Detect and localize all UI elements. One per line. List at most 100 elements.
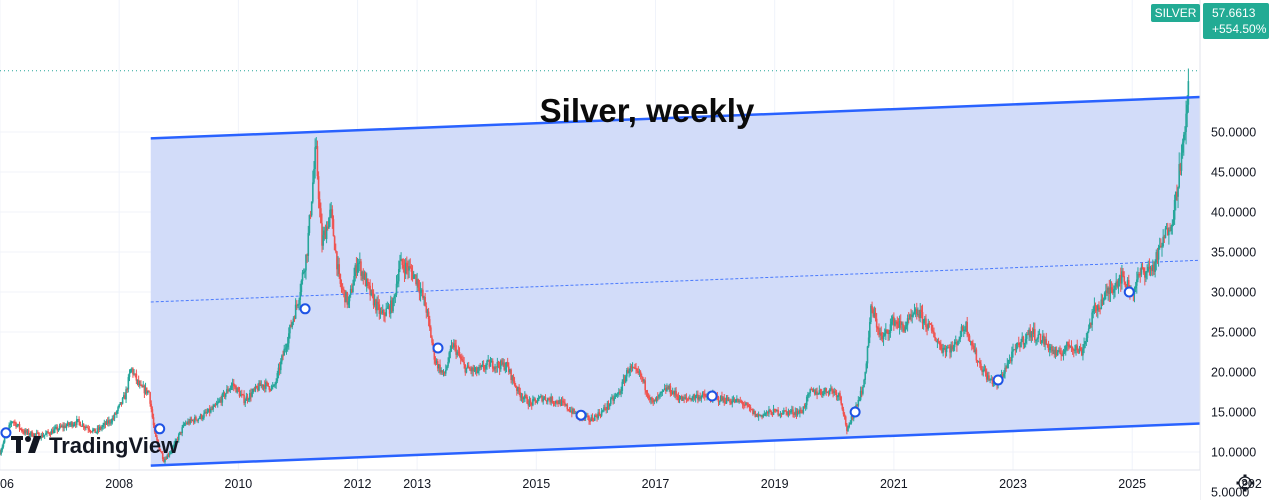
candle (482, 360, 485, 372)
candle (683, 394, 685, 404)
candle (381, 304, 384, 315)
event-marker[interactable] (154, 423, 166, 435)
candle (591, 413, 594, 422)
candle (118, 404, 120, 409)
event-markers (0, 286, 1135, 439)
candle (281, 354, 283, 365)
candle (513, 377, 516, 387)
candle (422, 281, 424, 300)
candle (984, 365, 987, 377)
candle (1109, 279, 1112, 302)
settings-icon[interactable] (1236, 474, 1254, 492)
candle (144, 382, 147, 395)
candle (721, 391, 723, 402)
candle (31, 430, 33, 437)
candle (598, 409, 601, 417)
candle (1006, 358, 1009, 369)
price-tick-label: 40.0000 (1211, 206, 1256, 220)
candle (339, 273, 342, 287)
candle (245, 392, 248, 401)
candle (832, 388, 834, 398)
candle (466, 362, 469, 369)
candle (292, 316, 295, 326)
candle (135, 369, 138, 385)
candle (1053, 346, 1056, 358)
candle (565, 403, 567, 407)
candle (840, 395, 842, 406)
candle (983, 364, 986, 372)
candle (778, 413, 781, 417)
candle (921, 304, 924, 330)
candle (1187, 68, 1190, 113)
candle (624, 374, 627, 384)
candle (692, 393, 695, 403)
candle (355, 256, 358, 279)
candle (467, 361, 470, 369)
event-marker[interactable] (432, 342, 444, 354)
candle (564, 399, 566, 408)
price-axis[interactable]: 50.0000 45.0000 40.0000 35.0000 30.0000 25.00… (1199, 0, 1280, 500)
event-marker[interactable] (0, 427, 12, 439)
candle (277, 363, 280, 379)
event-marker[interactable] (575, 409, 587, 421)
candle (1182, 131, 1185, 156)
event-marker[interactable] (706, 390, 718, 402)
candle (1153, 261, 1155, 275)
candle (1078, 345, 1081, 354)
candle (1168, 227, 1170, 245)
candle (246, 393, 249, 404)
candle (605, 406, 608, 414)
candle (417, 278, 420, 292)
candle (1021, 332, 1024, 343)
candle (824, 387, 826, 395)
candle (589, 418, 591, 425)
candle (289, 324, 291, 339)
candle (557, 400, 559, 408)
candle (345, 290, 347, 303)
candle (616, 392, 619, 398)
channel-upper-line[interactable] (150, 95, 1207, 140)
channel-lower-line[interactable] (150, 421, 1207, 467)
candle (834, 388, 837, 395)
candle (275, 378, 277, 389)
event-marker[interactable] (1123, 286, 1135, 298)
candle (336, 251, 338, 276)
candle (1047, 340, 1050, 353)
candle (299, 283, 302, 308)
time-tick-label: 2017 (642, 477, 670, 491)
candle (453, 339, 455, 350)
candle (936, 338, 939, 349)
candle (927, 318, 930, 331)
candle (125, 386, 127, 404)
candle (198, 416, 201, 420)
event-marker[interactable] (992, 374, 1004, 386)
candle (910, 308, 912, 322)
candle (1012, 343, 1014, 358)
candle (1148, 258, 1151, 276)
candle (1015, 342, 1018, 353)
candle (858, 396, 861, 402)
candle (503, 359, 506, 372)
candle (35, 429, 38, 438)
event-marker[interactable] (299, 303, 311, 315)
candle (628, 368, 630, 378)
tradingview-logo[interactable]: TradingView (11, 433, 179, 458)
candle (239, 390, 242, 397)
candle (663, 383, 666, 391)
candle (356, 257, 359, 276)
time-axis[interactable]: 06 2008 2010 2012 2013 2015 2017 2019 2021 2023 20… (0, 469, 1262, 500)
candle (79, 421, 82, 427)
candle (133, 369, 135, 376)
candle (554, 400, 557, 407)
candle (1105, 283, 1107, 300)
candle (926, 324, 928, 336)
candle (150, 400, 153, 413)
candle (885, 323, 887, 341)
candle (770, 410, 773, 415)
candle (207, 408, 210, 413)
event-marker[interactable] (849, 406, 861, 418)
candle (409, 258, 412, 269)
candle (130, 367, 133, 373)
